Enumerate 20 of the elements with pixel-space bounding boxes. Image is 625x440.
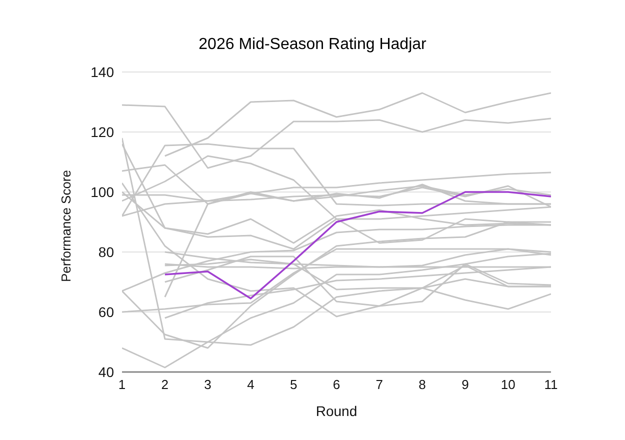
x-tick-label: 1 [118, 377, 126, 392]
x-tick-label: 7 [376, 377, 384, 392]
y-tick-label: 100 [90, 184, 114, 200]
x-tick-label: 11 [544, 377, 558, 392]
chart-title: 2026 Mid-Season Rating Hadjar [198, 36, 428, 54]
y-tick-label: 40 [98, 364, 114, 380]
x-tick-label: 3 [204, 377, 212, 392]
y-tick-label: 80 [98, 244, 114, 260]
x-tick-label: 2 [161, 377, 169, 392]
x-tick-label: 6 [332, 377, 340, 392]
y-tick-label: 120 [90, 124, 114, 140]
x-tick-label: 10 [500, 377, 516, 392]
y-tick-label: 60 [98, 304, 114, 320]
x-tick-label: 9 [462, 377, 469, 392]
y-tick-label: 140 [90, 64, 114, 80]
x-tick-label: 5 [290, 377, 298, 392]
y-axis-title: Performance Score [58, 170, 74, 282]
x-tick-label: 8 [418, 377, 426, 392]
x-axis-title: Round [316, 403, 358, 419]
x-tick-label: 4 [247, 377, 254, 392]
